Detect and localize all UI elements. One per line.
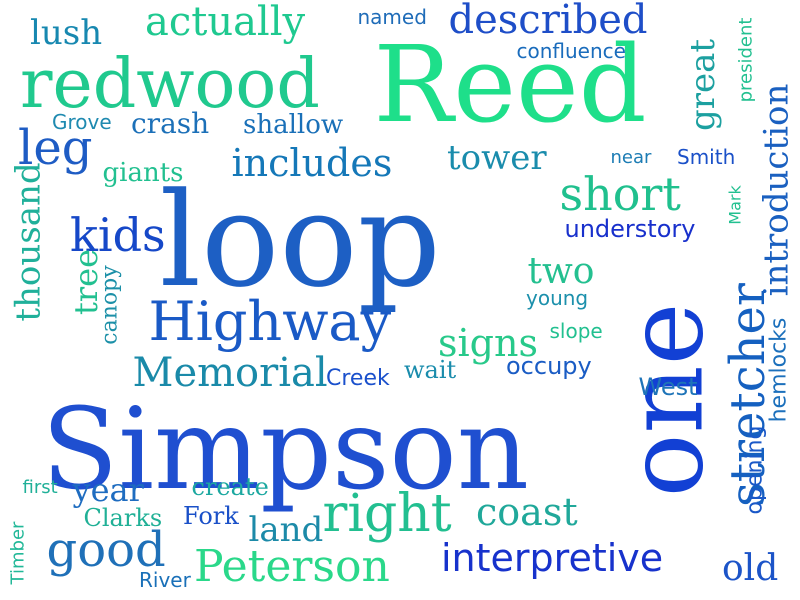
cloud-word: Creek (326, 366, 390, 391)
cloud-word: tower (447, 138, 547, 178)
cloud-word: confluence (516, 39, 626, 63)
cloud-word: good (46, 522, 166, 578)
cloud-word: president (734, 17, 756, 103)
cloud-word: described (448, 0, 648, 43)
cloud-word: interpretive (441, 536, 664, 580)
cloud-word: signs (438, 321, 538, 365)
cloud-word: Smith (677, 145, 736, 169)
cloud-word: introduction (755, 83, 796, 297)
cloud-word: old (722, 548, 779, 589)
cloud-word: Peterson (194, 541, 390, 592)
cloud-word: named (357, 5, 427, 29)
cloud-word: leg (18, 120, 93, 176)
cloud-word: River (139, 568, 191, 592)
cloud-word: year (72, 471, 144, 509)
cloud-word: Simpson (41, 385, 529, 515)
cloud-word: right (322, 484, 452, 544)
cloud-word: coast (476, 490, 578, 534)
cloud-word: Mark (725, 185, 745, 225)
cloud-word: Memorial (132, 350, 328, 396)
cloud-word: great (683, 38, 724, 132)
cloud-word: wait (404, 356, 457, 384)
cloud-word: redwood (20, 45, 320, 124)
cloud-word: thousand (8, 162, 49, 322)
cloud-word: Timber (6, 521, 28, 585)
cloud-word: occupy (506, 352, 592, 380)
cloud-word: giants (102, 158, 184, 188)
cloud-word: near (610, 147, 652, 168)
cloud-word: shallow (243, 110, 344, 140)
cloud-word: hemlocks (765, 317, 791, 423)
cloud-word: Reed (373, 23, 647, 146)
cloud-word: Grove (52, 110, 112, 134)
cloud-word: actually (145, 0, 306, 45)
cloud-word: first (22, 477, 58, 498)
cloud-word: slope (549, 319, 603, 343)
cloud-word: lush (30, 13, 103, 53)
cloud-word: Clarks (83, 504, 163, 532)
cloud-word: opening (741, 425, 767, 515)
cloud-word: includes (231, 141, 393, 185)
cloud-word: understory (564, 215, 696, 243)
cloud-word: crash (131, 107, 210, 140)
cloud-word: young (526, 286, 589, 310)
cloud-word: kids (70, 208, 166, 262)
cloud-word: West (638, 373, 698, 401)
cloud-word: create (191, 473, 269, 501)
cloud-word: canopy (97, 265, 123, 345)
cloud-word: Fork (183, 502, 239, 530)
cloud-word: two (527, 251, 595, 292)
cloud-word: short (559, 167, 681, 221)
cloud-word: land (248, 510, 324, 550)
cloud-word: Highway (148, 290, 392, 353)
cloud-word: loop (159, 164, 441, 316)
